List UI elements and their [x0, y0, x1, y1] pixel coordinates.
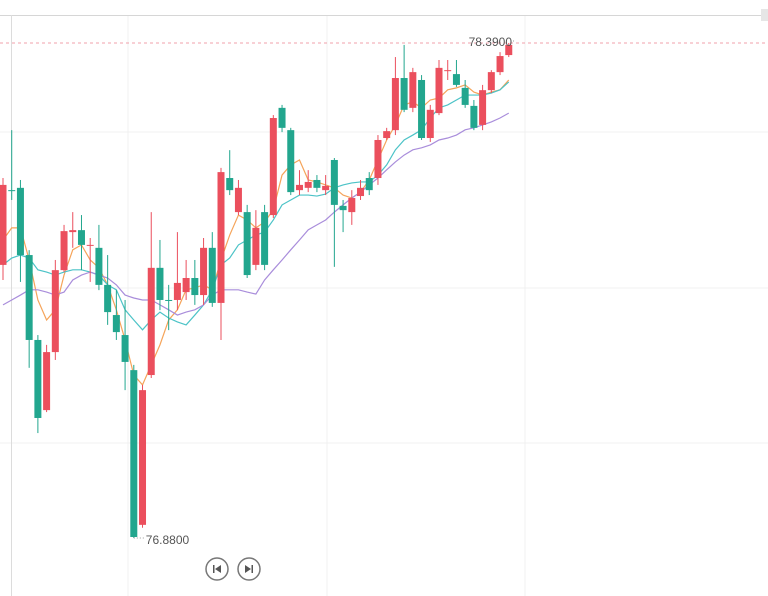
candle-body [278, 107, 286, 128]
low-label: 76.8800 [146, 533, 190, 547]
candle-body [69, 230, 77, 233]
candle-body [226, 178, 234, 191]
moving-average-line [2, 112, 510, 316]
candle-body [165, 299, 173, 301]
candle-body [217, 172, 225, 303]
candle-body [60, 231, 68, 271]
candle-body [330, 159, 338, 205]
candle-body [383, 131, 391, 139]
candle-body [191, 278, 199, 296]
candle-body [391, 78, 399, 131]
candle-body [479, 90, 487, 125]
candle-body [374, 139, 382, 179]
candle-body [43, 352, 51, 411]
candle-body [77, 230, 85, 245]
candle-body [0, 184, 7, 265]
candle-body [505, 44, 513, 56]
candle-body [322, 185, 330, 191]
candle-body [304, 181, 312, 188]
candle-body [496, 56, 504, 73]
high-label: 78.3900 [469, 35, 513, 49]
candle-body [452, 74, 460, 85]
candle-body [8, 190, 16, 192]
candle-body [139, 390, 147, 525]
corner-icon[interactable] [761, 9, 768, 21]
candle-body [269, 118, 277, 216]
candle-body [461, 87, 469, 105]
candle-body [365, 178, 373, 191]
candle-body [470, 105, 478, 128]
candle-body [487, 72, 495, 91]
candle-body [51, 270, 59, 353]
candle-body [156, 267, 164, 300]
candle-body [208, 247, 216, 303]
candle-body [200, 247, 208, 296]
candle-body [112, 315, 120, 333]
next-button[interactable] [237, 557, 261, 581]
candle-body [287, 130, 295, 193]
candle-body [16, 187, 24, 256]
candle-body [95, 247, 103, 285]
candle-body [104, 284, 112, 313]
plot: 78.3900 76.8800 [0, 35, 768, 547]
candle-body [34, 339, 42, 418]
candle-body [295, 184, 303, 191]
candle-body [25, 255, 33, 340]
candle-body [435, 67, 443, 114]
candle-body [147, 267, 155, 376]
candle-body [173, 282, 181, 300]
candle-body [182, 278, 190, 293]
candle-body [426, 109, 434, 139]
candle-body [400, 78, 408, 110]
candle-body [243, 212, 251, 276]
candle-body [86, 244, 94, 246]
previous-button[interactable] [205, 557, 229, 581]
candle-body [261, 212, 269, 265]
candle-body [252, 227, 260, 265]
candle-body [348, 198, 356, 213]
candle-body [339, 205, 347, 211]
candle-body [121, 335, 129, 362]
candle-body [444, 70, 452, 72]
candle-body [313, 179, 321, 188]
candle-body [409, 72, 417, 108]
candle-body [130, 370, 138, 537]
candle-body [357, 187, 365, 197]
candle-body [234, 187, 242, 213]
candle-body [418, 79, 426, 139]
